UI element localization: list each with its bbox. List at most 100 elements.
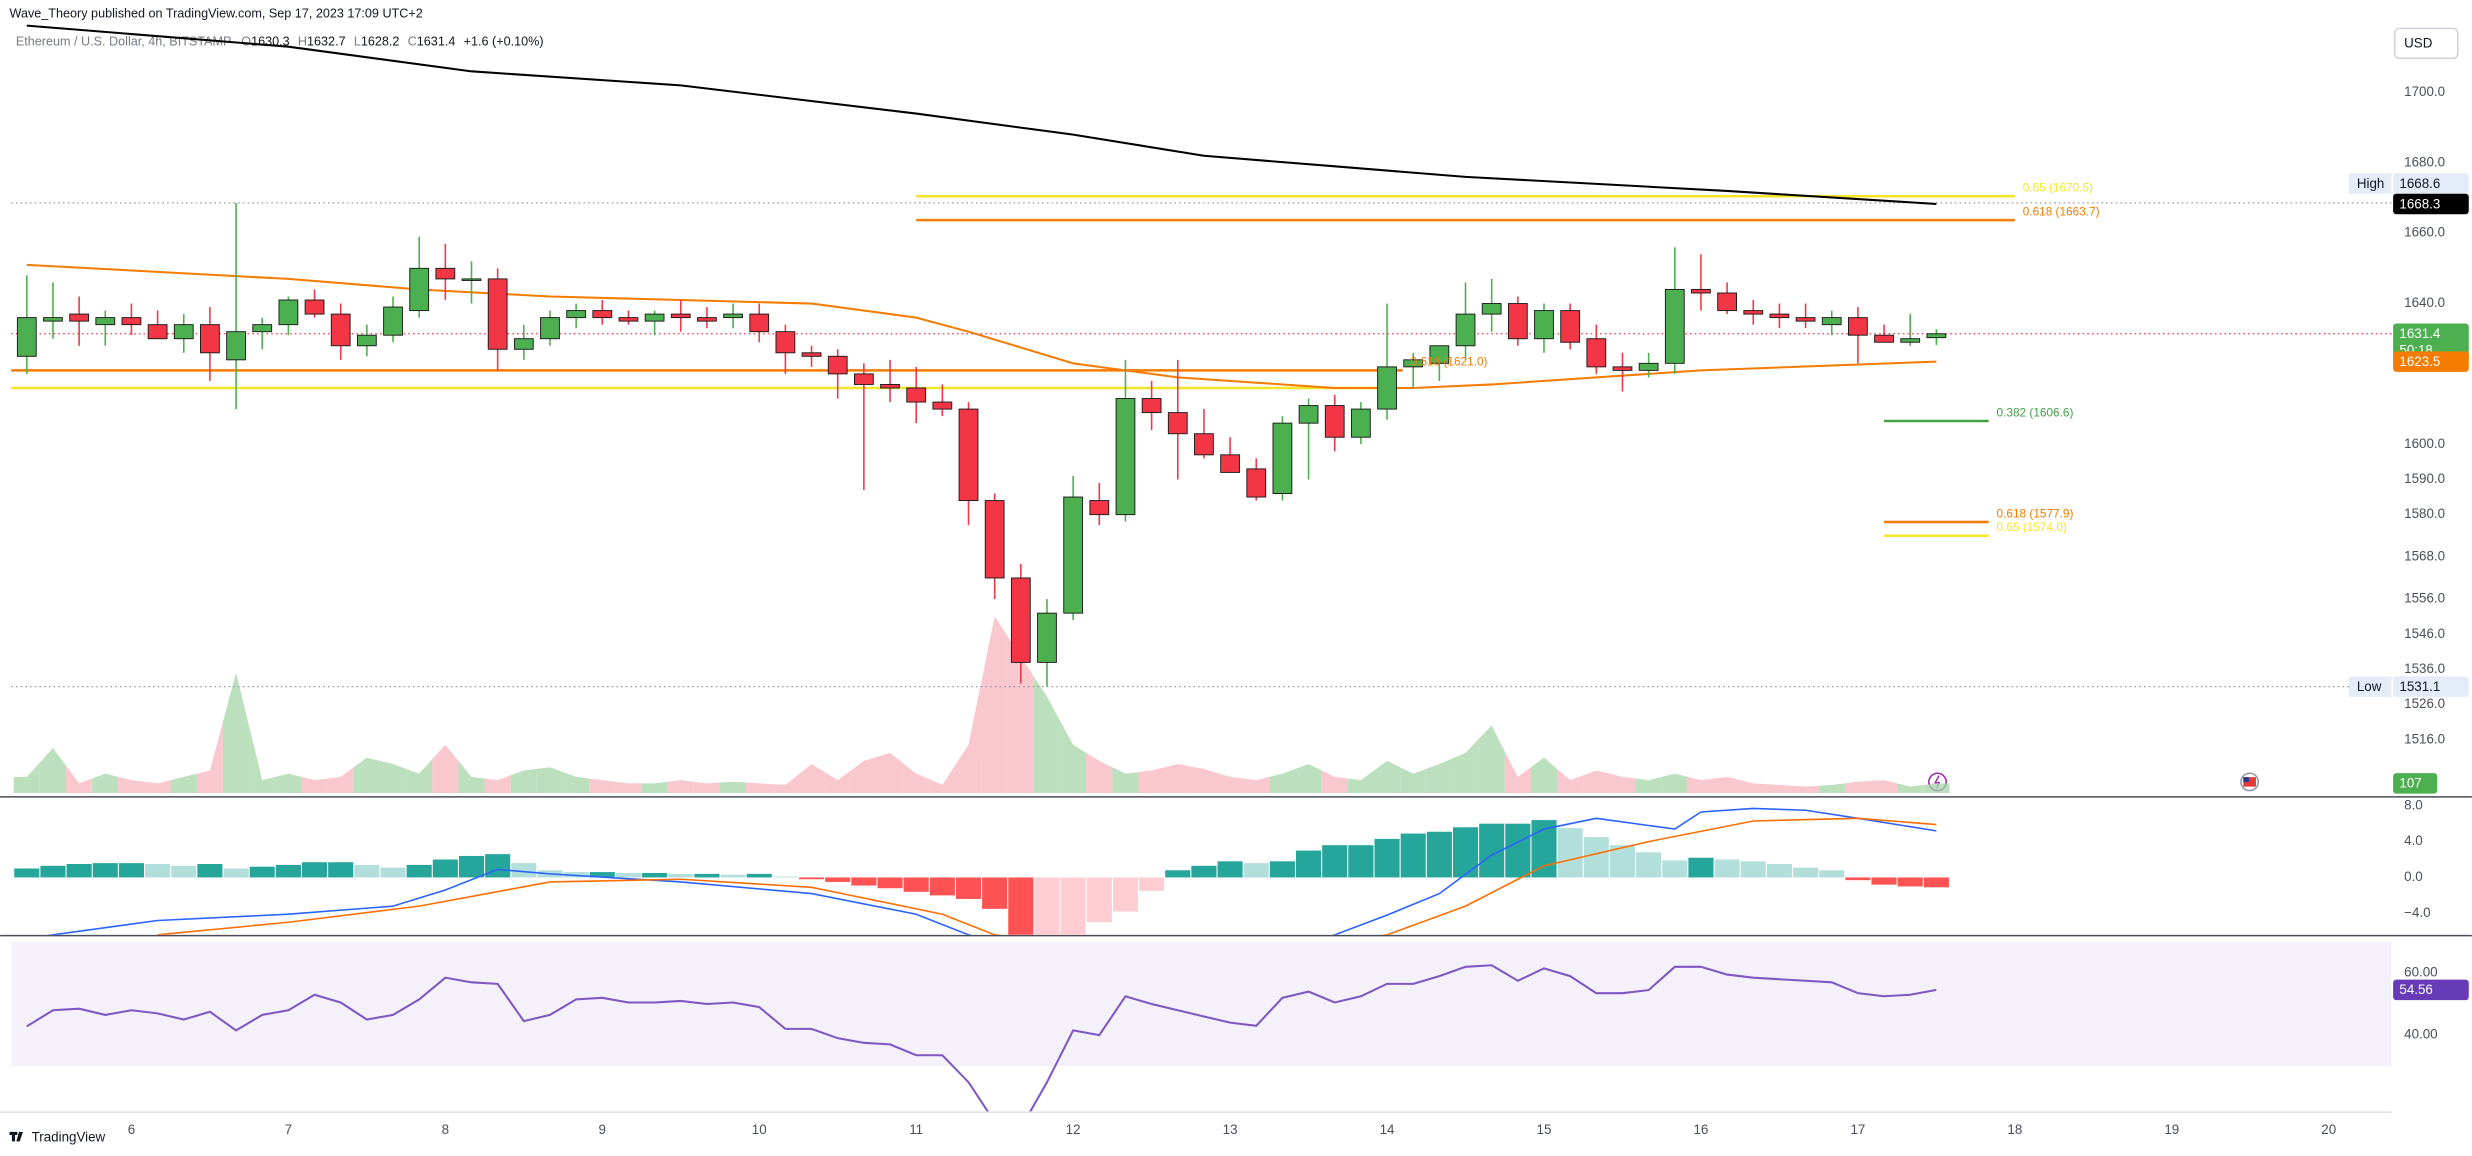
macd-histogram-bar — [982, 877, 1008, 909]
volume-area — [222, 672, 250, 793]
moving-average — [26, 263, 1937, 390]
volume-area — [1086, 752, 1113, 793]
volume-area — [484, 775, 511, 793]
price-label: 1668.6 — [2399, 176, 2440, 191]
macd-histogram-bar — [145, 864, 171, 878]
candle-body — [409, 267, 430, 312]
price-label-box — [2393, 979, 2469, 1001]
x-tick-label: 19 — [2164, 1122, 2179, 1137]
macd-histogram-bar — [92, 863, 118, 878]
rsi-pane — [11, 941, 2392, 1112]
volume-area — [1583, 770, 1610, 793]
event-flag[interactable] — [2243, 777, 2256, 787]
candle-body — [200, 324, 220, 354]
candle-body — [1664, 288, 1685, 364]
brand-logo[interactable] — [9, 1131, 23, 1142]
volume-area — [667, 780, 694, 793]
volume-area — [1740, 780, 1767, 793]
macd-histogram-bar — [380, 867, 406, 878]
macd-histogram-bar — [1923, 877, 1949, 888]
candle-body — [1481, 303, 1502, 315]
change: +1.6 (+0.10%) — [464, 35, 544, 49]
x-tick-label: 10 — [752, 1122, 767, 1137]
macd-histogram-bar — [1034, 877, 1060, 935]
candle-body — [1115, 398, 1136, 516]
level-label: 0.618 (1621.0) — [1411, 355, 1488, 369]
y-tick-label: 4.0 — [2404, 833, 2423, 848]
volume-area — [1504, 751, 1531, 793]
candle-body — [984, 500, 1005, 579]
event-flag-corner[interactable] — [2243, 777, 2249, 782]
volume-area — [249, 726, 276, 793]
macd-histogram-bar — [406, 864, 432, 878]
volume-area — [876, 752, 904, 793]
macd-histogram-bar — [485, 854, 511, 878]
macd-histogram-bar — [66, 864, 92, 878]
y-tick-label: 1700.0 — [2404, 84, 2445, 99]
brand[interactable]: TradingView — [32, 1130, 106, 1145]
candle-body — [1455, 313, 1476, 347]
candle-body — [906, 387, 927, 403]
candle-body — [16, 317, 37, 357]
volume-area — [929, 764, 956, 793]
volume-area — [1190, 766, 1218, 793]
volume-area — [1164, 764, 1191, 793]
candle-body — [1037, 612, 1057, 663]
volume-area — [1714, 776, 1741, 793]
volume-area — [1530, 757, 1558, 793]
candle-body — [304, 299, 325, 315]
y-tick-label: 1526.0 — [2404, 696, 2445, 711]
volume-area — [1373, 760, 1401, 793]
macd-pane — [14, 807, 1949, 935]
macd-histogram-bar — [1714, 859, 1740, 878]
price-label: 1631.4 — [2399, 326, 2440, 341]
candle-body — [487, 278, 508, 350]
volume-area — [1792, 785, 1819, 793]
volume-area — [39, 748, 67, 793]
candle-body — [356, 334, 377, 347]
volume-area — [1897, 783, 1924, 793]
macd-histogram-bar — [1400, 833, 1426, 878]
x-tick-label: 17 — [1850, 1122, 1865, 1137]
macd-histogram-bar — [1191, 865, 1217, 878]
event-icon[interactable] — [2240, 772, 2260, 792]
y-tick-label: 0.0 — [2404, 869, 2423, 884]
currency[interactable]: USD — [2404, 36, 2433, 51]
volume-area — [66, 765, 93, 793]
ohlc-value: 1631.4 — [417, 35, 456, 49]
moving-average — [26, 24, 1937, 205]
volume-area — [118, 776, 145, 793]
candle-body — [827, 355, 848, 375]
volume-area — [301, 776, 328, 793]
macd-histogram-bar — [223, 868, 249, 878]
price-label-box — [2393, 173, 2469, 194]
y-tick-label: 1640.0 — [2404, 295, 2445, 310]
macd-histogram-bar — [354, 864, 380, 878]
volume-area — [510, 768, 537, 793]
macd-histogram-bar — [1060, 877, 1086, 935]
candle-body — [1769, 313, 1790, 319]
candle-body — [226, 331, 246, 361]
candle-body — [1063, 496, 1084, 614]
volume-area — [1033, 676, 1061, 793]
macd-histogram-bar — [301, 862, 328, 878]
volume-area — [1478, 725, 1505, 793]
volume-area — [144, 780, 171, 793]
volume-area — [13, 762, 40, 793]
currency-button[interactable] — [2393, 27, 2459, 60]
volume-area — [798, 764, 825, 793]
candle-body — [1638, 362, 1659, 371]
candle-body — [618, 317, 639, 322]
y-tick-label: 40.00 — [2404, 1027, 2437, 1042]
volume-area — [196, 721, 223, 793]
marker-tag: High — [2357, 176, 2385, 191]
macd-histogram-bar — [118, 863, 144, 878]
candle-body — [1298, 405, 1319, 424]
candle-body — [592, 310, 613, 319]
x-tick-label: 7 — [285, 1122, 292, 1137]
macd-histogram-bar — [197, 864, 223, 878]
candle-body — [749, 313, 770, 333]
volume-area — [1243, 776, 1270, 793]
